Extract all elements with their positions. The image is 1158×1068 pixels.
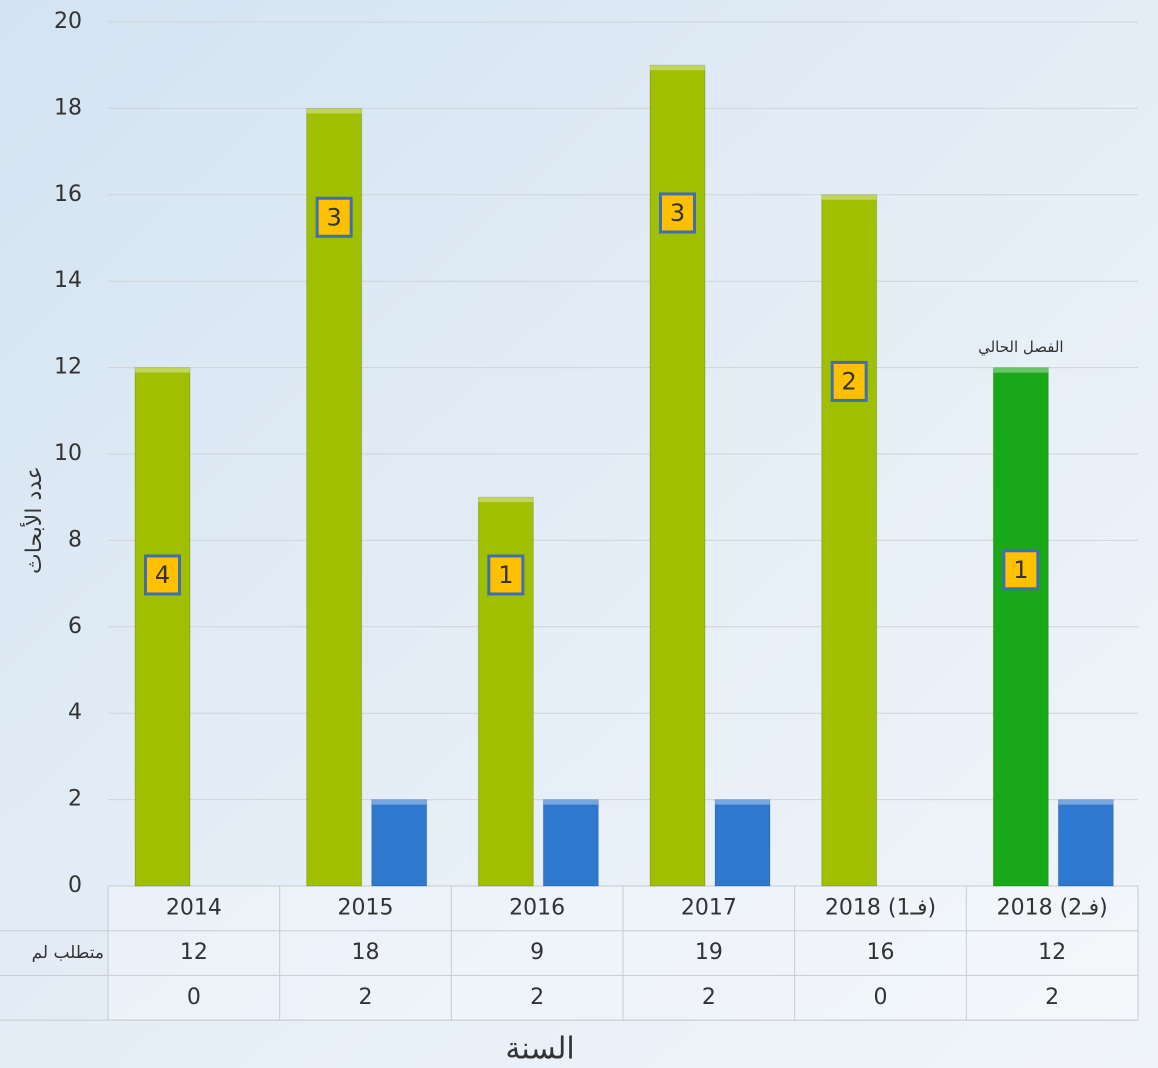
table-value: 12: [180, 940, 208, 965]
box-label: 3: [670, 199, 685, 227]
box-label-bg: [659, 192, 696, 234]
bar-top: [715, 799, 770, 805]
bar-top: [543, 799, 599, 805]
y-tick-label: 12: [54, 355, 82, 380]
box-label: 2: [842, 367, 857, 395]
bar: [1057, 799, 1114, 887]
y-tick-label: 6: [68, 614, 82, 639]
bar: [371, 799, 428, 887]
box-label: 1: [1013, 556, 1028, 584]
box-label: 3: [327, 203, 342, 231]
box-label: 4: [155, 561, 170, 589]
x-tick-label: 2015: [338, 895, 394, 920]
table-value: 2: [1045, 985, 1059, 1010]
bar-top: [371, 799, 427, 805]
bar-top: [650, 65, 705, 71]
bar: [134, 367, 191, 887]
bar: [714, 799, 771, 887]
table-value: 16: [867, 940, 895, 965]
y-tick-label: 8: [68, 527, 82, 552]
x-tick-label: 2018 (فـ1): [825, 895, 936, 920]
box-label-bg: [830, 360, 868, 402]
bar-top: [993, 367, 1049, 373]
bar: [821, 194, 878, 887]
y-tick-label: 4: [68, 700, 82, 725]
bar: [542, 799, 599, 887]
table-value: 0: [187, 985, 201, 1010]
y-tick-label: 0: [68, 873, 82, 898]
table-value: 0: [874, 985, 888, 1010]
x-axis-title: السنة: [505, 1032, 574, 1067]
y-tick-label: 18: [54, 95, 82, 120]
table-value: 18: [352, 940, 380, 965]
bar-top: [135, 367, 190, 373]
x-tick-label: 2016: [509, 895, 565, 920]
x-tick-label: 2018 (فـ2): [997, 895, 1108, 920]
bar-top: [306, 108, 362, 114]
box-label-bg: [487, 554, 525, 596]
bar-top: [478, 497, 534, 503]
y-tick-label: 20: [54, 9, 82, 34]
bar: [649, 64, 706, 887]
y-tick-label: 10: [54, 441, 82, 466]
bar: [992, 367, 1049, 887]
x-tick-label: 2014: [166, 895, 222, 920]
series-name: متطلب لم: [32, 943, 104, 963]
bar-top: [1058, 799, 1114, 805]
table-value: 2: [702, 985, 716, 1010]
box-label: 1: [498, 561, 513, 589]
table-value: 2: [530, 985, 544, 1010]
box-label-bg: [1002, 549, 1040, 591]
y-axis-title: عدد الأبحاث: [20, 466, 47, 574]
table-value: 19: [695, 940, 723, 965]
box-label-bg: [144, 554, 181, 596]
annotation: الفصل الحالي: [978, 338, 1064, 357]
y-tick-label: 2: [68, 787, 82, 812]
box-label-bg: [315, 196, 353, 238]
x-tick-label: 2017: [681, 895, 737, 920]
bar: [306, 107, 363, 887]
table-value: 2: [359, 985, 373, 1010]
table-value: 9: [530, 940, 544, 965]
y-tick-label: 14: [54, 268, 82, 293]
table-value: 12: [1038, 940, 1066, 965]
y-tick-label: 16: [54, 182, 82, 207]
bar-top: [821, 194, 877, 200]
